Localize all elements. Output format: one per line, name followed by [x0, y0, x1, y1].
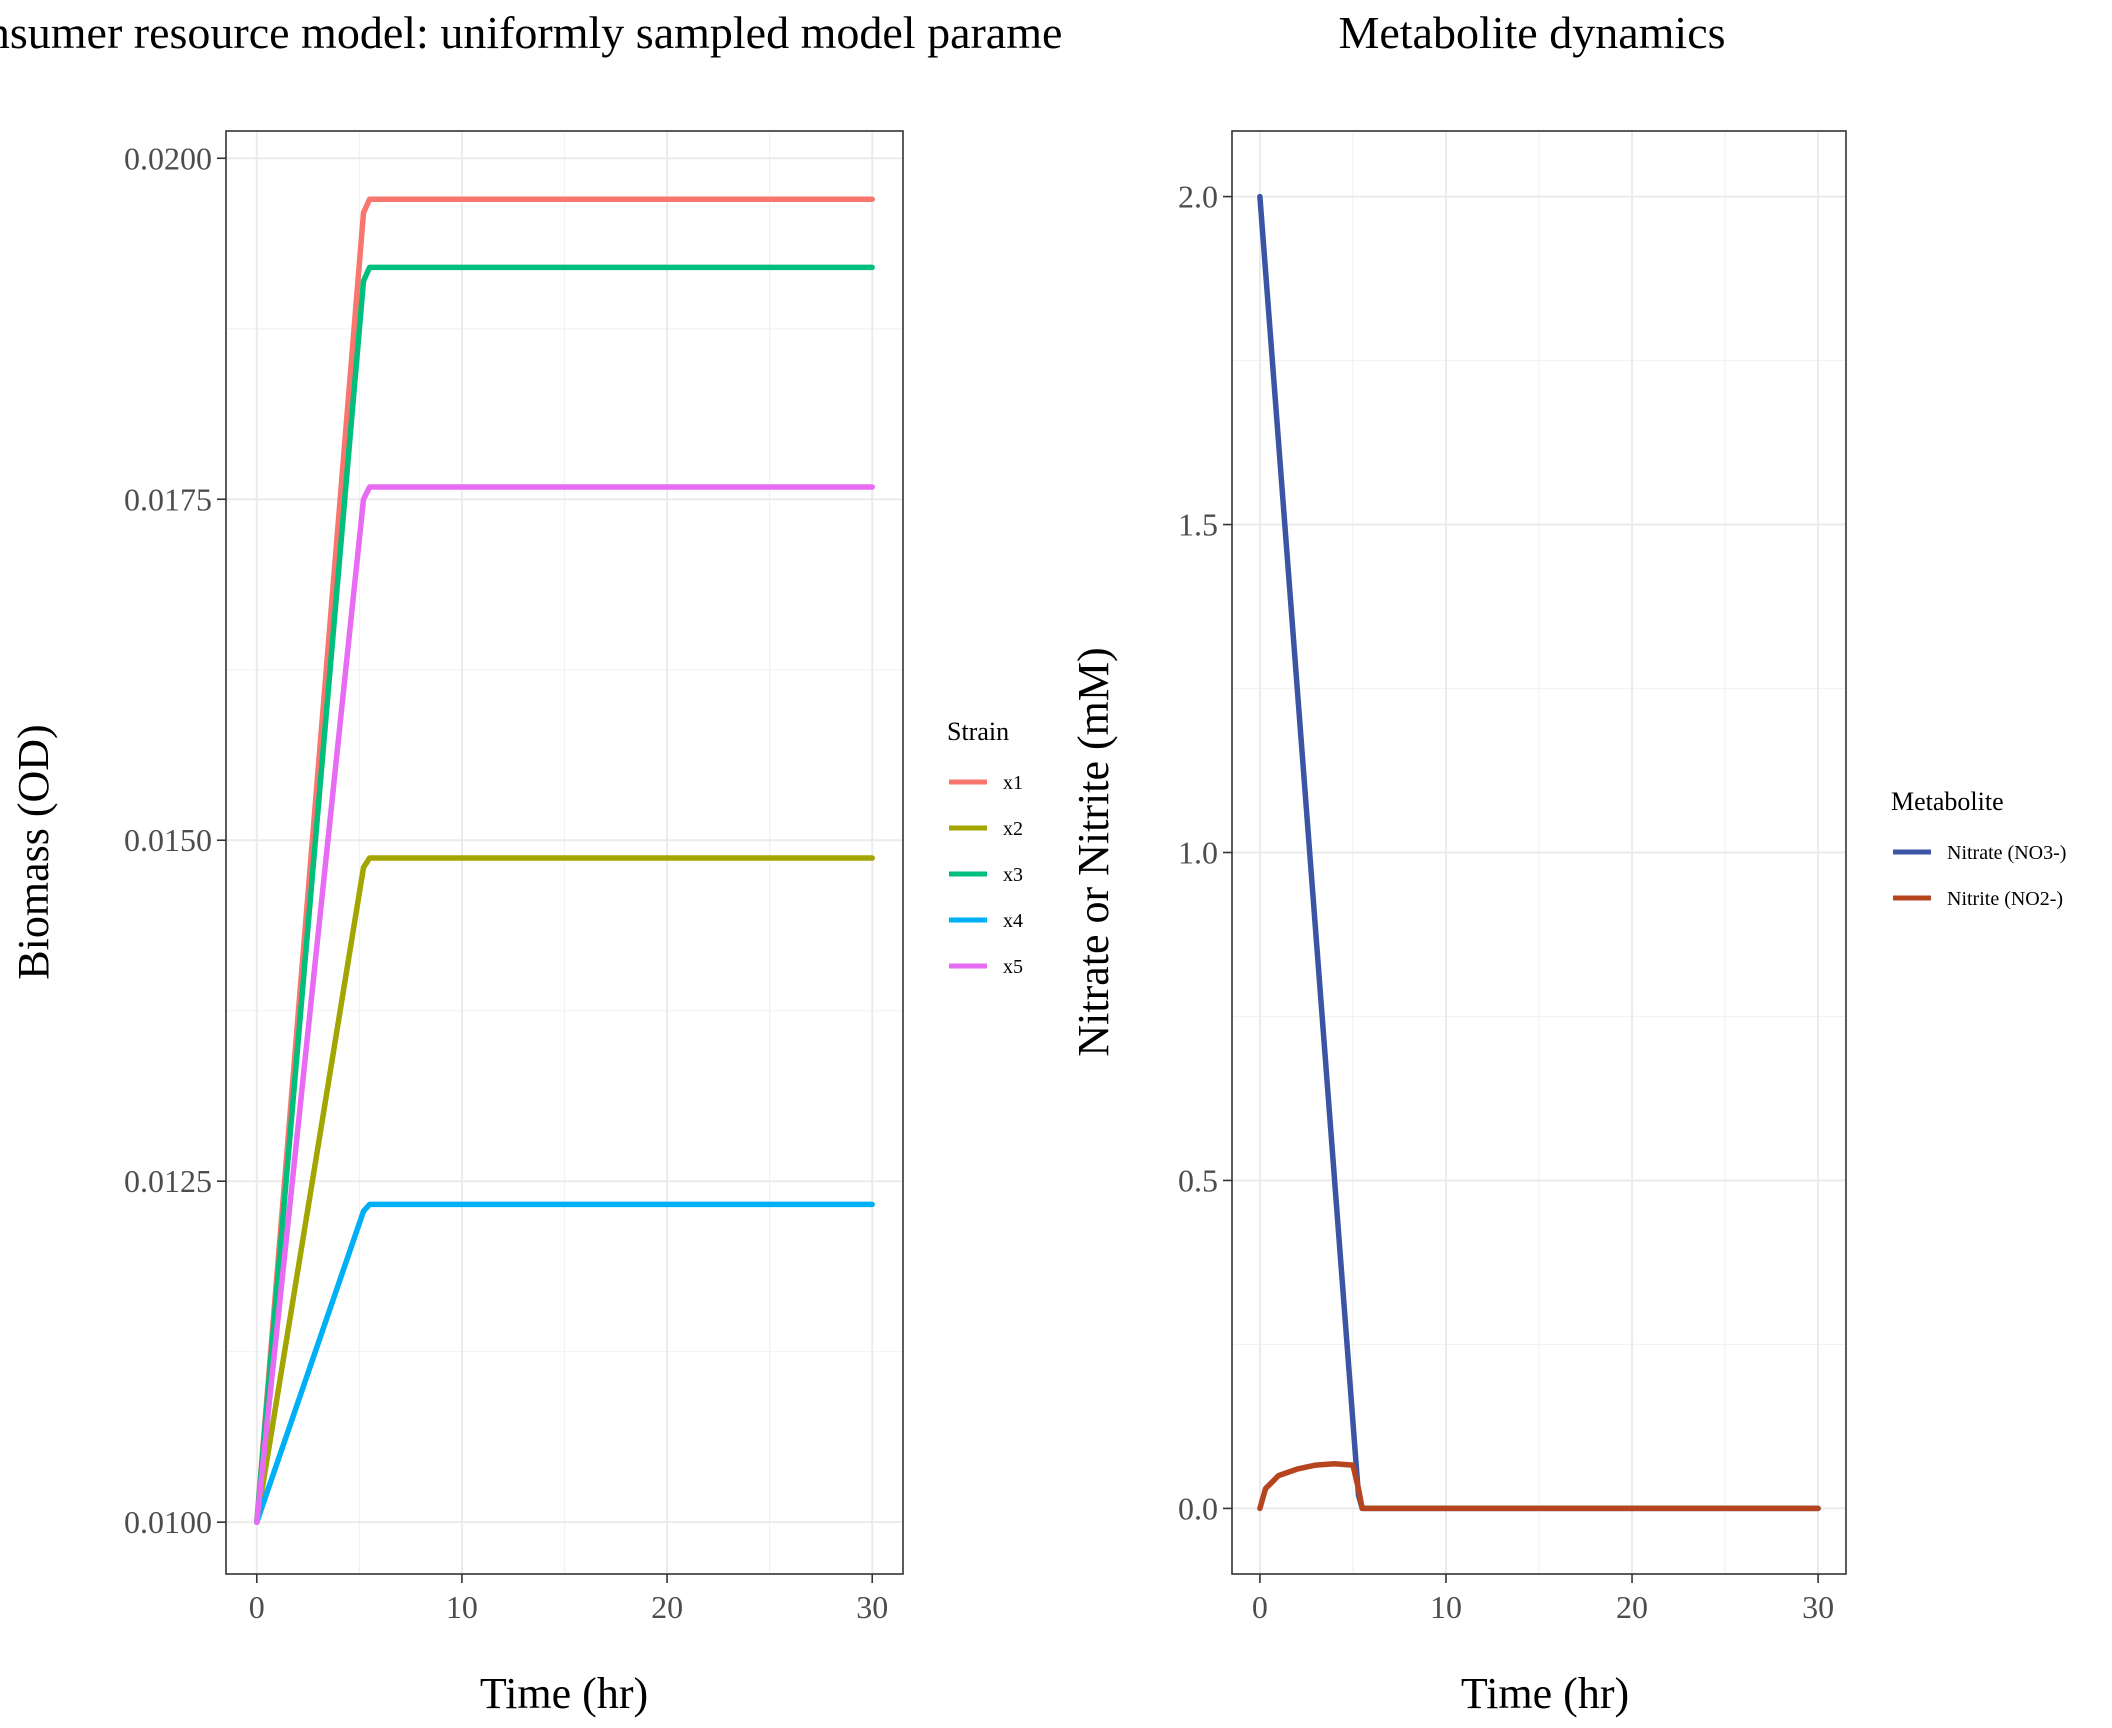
biomass-x-axis-title: Time (hr): [480, 1669, 648, 1718]
biomass-y-tick-label: 0.0100: [124, 1504, 212, 1540]
biomass-legend-label-3: x3: [1003, 864, 1023, 886]
metabolite-y-tick-label: 2.0: [1178, 179, 1218, 215]
metabolite-y-tick-label: 1.0: [1178, 835, 1218, 871]
biomass-series-line-5: [254, 484, 875, 1525]
strain-legend-title: Strain: [947, 717, 1009, 746]
biomass-legend-label-4: x4: [1003, 910, 1023, 932]
metabolite-x-tick-label: 20: [1616, 1589, 1648, 1625]
biomass-ticks: 0 10 20 30 0.0100 0.0125 0.0150 0.0175 0.0200: [124, 140, 888, 1625]
metabolite-panel: Metabolite dynamics 0 10 20 30 0.0 0.5 1.0 1.5 2…: [1069, 7, 2066, 1718]
biomass-series-line-2: [254, 855, 875, 1525]
metabolite-y-tick-label: 1.5: [1178, 507, 1218, 543]
metabolite-ticks: 0 10 20 30 0.0 0.5 1.0 1.5 2.0: [1178, 179, 1834, 1625]
biomass-x-tick-label: 30: [856, 1589, 888, 1625]
strain-legend: Strain x1 x2 x3 x4 x5: [947, 717, 1023, 978]
biomass-chart-title: Consumer resource model: uniformly sampl…: [0, 7, 1129, 58]
biomass-y-tick-label: 0.0175: [124, 481, 212, 517]
metabolite-legend-label-2: Nitrite (NO2-): [1947, 888, 2063, 910]
biomass-panel: Consumer resource model: uniformly sampl…: [0, 7, 1129, 1718]
biomass-x-tick-label: 10: [446, 1589, 478, 1625]
metabolite-x-axis-title: Time (hr): [1461, 1669, 1629, 1718]
biomass-y-tick-label: 0.0125: [124, 1163, 212, 1199]
biomass-grid: [226, 131, 903, 1574]
biomass-plot-border: [225, 130, 904, 1575]
metabolite-x-tick-label: 10: [1430, 1589, 1462, 1625]
biomass-y-axis-title: Biomass (OD): [9, 724, 58, 979]
metabolite-y-tick-label: 0.0: [1178, 1490, 1218, 1526]
biomass-x-tick-label: 20: [651, 1589, 683, 1625]
biomass-legend-label-1: x1: [1003, 772, 1023, 794]
biomass-series: [254, 196, 875, 1525]
biomass-series-line-1: [254, 196, 875, 1525]
biomass-x-tick-label: 0: [249, 1589, 265, 1625]
metabolite-legend: Metabolite Nitrate (NO3-) Nitrite (NO2-): [1891, 787, 2066, 910]
metabolite-y-axis-title: Nitrate or Nitrite (mM): [1069, 647, 1118, 1056]
metabolite-chart-title: Metabolite dynamics: [1338, 7, 1725, 58]
biomass-y-tick-label: 0.0150: [124, 822, 212, 858]
metabolite-y-tick-label: 0.5: [1178, 1162, 1218, 1198]
metabolite-series: [1257, 193, 1821, 1512]
metabolite-grid: [1232, 131, 1846, 1574]
metabolite-x-tick-label: 0: [1252, 1589, 1268, 1625]
biomass-series-line-4: [254, 1201, 875, 1525]
metabolite-series-line-2: [1257, 1461, 1821, 1512]
metabolite-legend-title: Metabolite: [1891, 787, 2004, 816]
biomass-y-tick-label: 0.0200: [124, 140, 212, 176]
biomass-series-line-3: [254, 264, 875, 1525]
biomass-legend-label-5: x5: [1003, 956, 1023, 978]
metabolite-legend-label-1: Nitrate (NO3-): [1947, 842, 2066, 864]
metabolite-x-tick-label: 30: [1802, 1589, 1834, 1625]
biomass-legend-label-2: x2: [1003, 818, 1023, 840]
